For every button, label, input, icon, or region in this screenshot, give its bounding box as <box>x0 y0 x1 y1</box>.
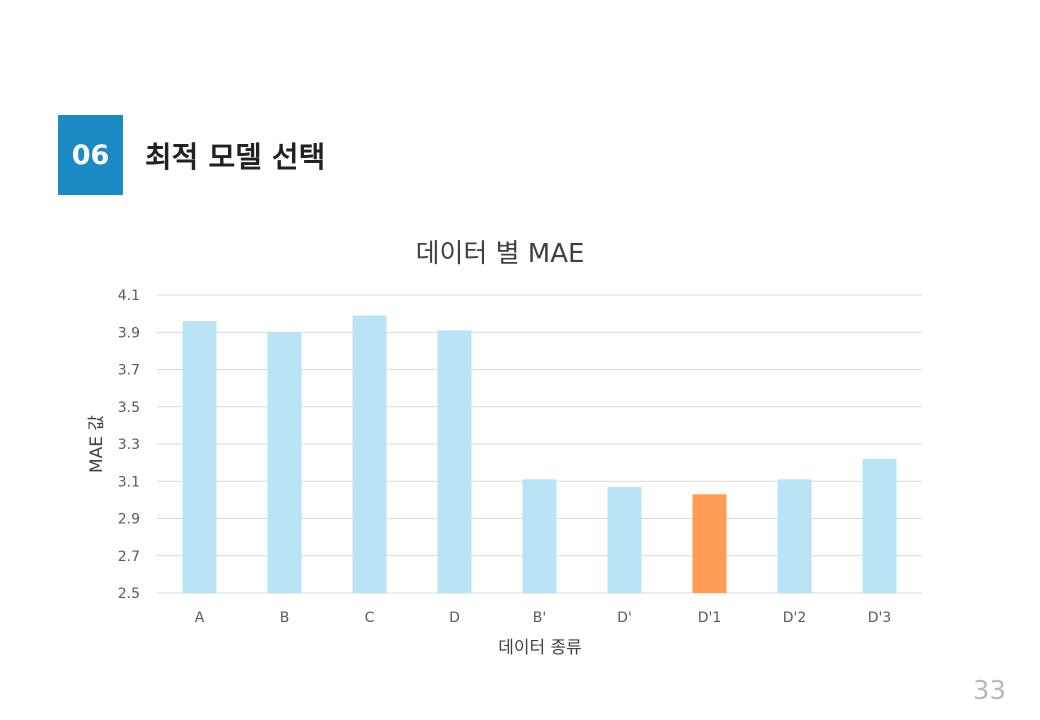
y-tick-label: 3.7 <box>118 363 140 379</box>
bar-dp1 <box>692 494 727 593</box>
x-tick-label: C <box>365 610 375 626</box>
bar-dp3 <box>862 458 897 593</box>
y-tick-label: 3.1 <box>118 474 140 490</box>
y-tick-label: 4.1 <box>118 288 140 304</box>
bar-dp2 <box>777 479 812 593</box>
page-number: 33 <box>972 676 1006 706</box>
y-tick-label: 2.5 <box>118 586 140 602</box>
x-tick-label: D'2 <box>783 610 807 626</box>
x-axis-label: 데이터 종류 <box>498 638 582 658</box>
y-axis-label: MAE 값 <box>87 415 107 473</box>
x-tick-label: D' <box>617 610 632 626</box>
x-axis-ticks: A B C D B' D' D'1 D'2 D'3 <box>195 610 892 626</box>
y-tick-label: 2.7 <box>118 549 140 565</box>
section-number-badge: 06 <box>58 115 123 195</box>
x-tick-label: D'1 <box>698 610 722 626</box>
y-tick-label: 2.9 <box>118 512 140 528</box>
bar-b <box>267 332 302 593</box>
x-tick-label: B' <box>533 610 546 626</box>
bar-d <box>437 330 472 593</box>
bars <box>182 315 897 593</box>
x-tick-label: A <box>195 610 205 626</box>
y-tick-label: 3.5 <box>118 400 140 416</box>
y-tick-label: 3.9 <box>118 325 140 341</box>
section-title: 최적 모델 선택 <box>145 140 326 174</box>
x-tick-label: D'3 <box>868 610 892 626</box>
x-tick-label: B <box>280 610 290 626</box>
y-tick-label: 3.3 <box>118 437 140 453</box>
bar-a <box>182 321 217 593</box>
bar-bp <box>522 479 557 593</box>
bar-dp <box>607 486 642 593</box>
chart-title: 데이터 별 MAE <box>416 239 585 269</box>
bar-c <box>352 315 387 593</box>
x-tick-label: D <box>449 610 460 626</box>
y-axis-ticks: 2.5 2.7 2.9 3.1 3.3 3.5 3.7 3.9 4.1 <box>118 288 140 602</box>
